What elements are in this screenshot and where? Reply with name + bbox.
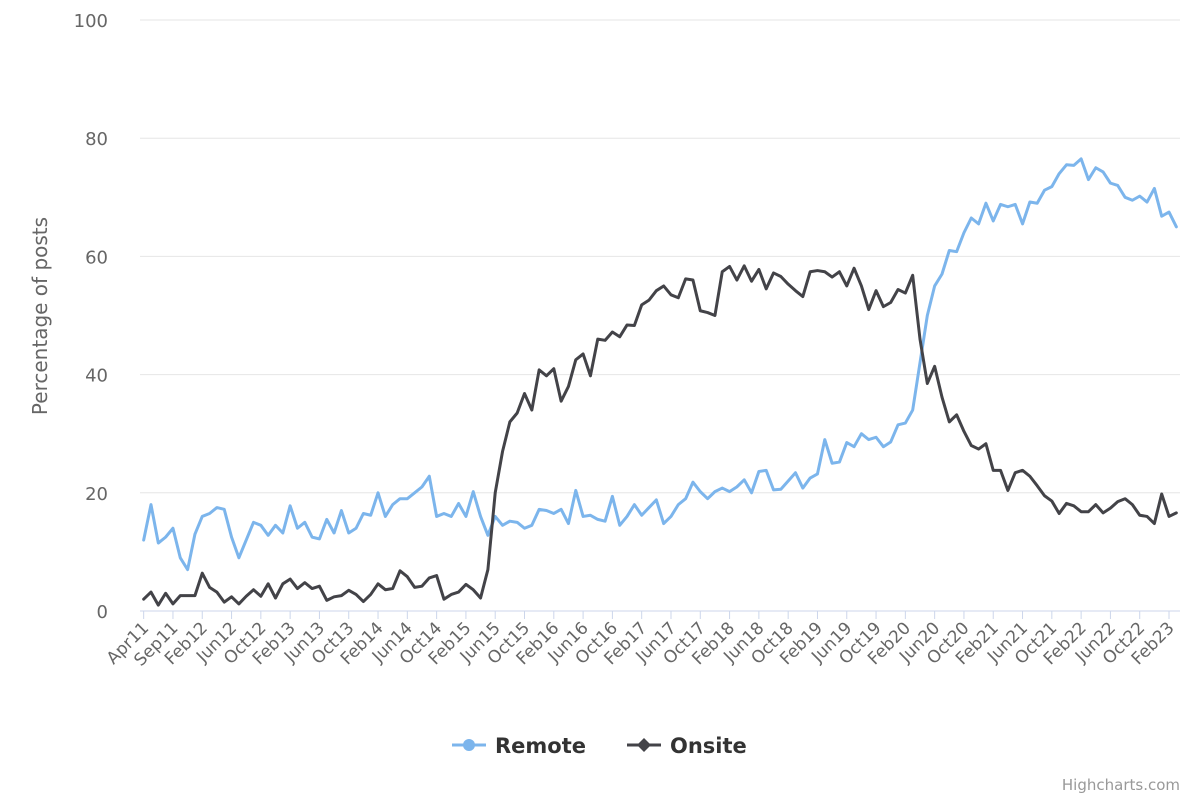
legend[interactable]: Remote Onsite	[452, 734, 747, 758]
legend-item-remote[interactable]: Remote	[452, 734, 586, 758]
y-axis-title: Percentage of posts	[28, 217, 52, 415]
series-line-remote[interactable]	[144, 159, 1177, 570]
credits-link[interactable]: Highcharts.com	[1062, 776, 1180, 794]
y-tick-label: 80	[85, 129, 108, 150]
diamond-marker-icon	[637, 738, 651, 752]
legend-label: Remote	[495, 734, 586, 758]
y-tick-label: 40	[85, 366, 108, 387]
legend-item-onsite[interactable]: Onsite	[627, 734, 747, 758]
circle-marker-icon	[463, 739, 475, 751]
y-tick-label: 100	[74, 11, 108, 32]
legend-label: Onsite	[670, 734, 747, 758]
y-tick-label: 20	[85, 484, 108, 505]
y-tick-label: 60	[85, 247, 108, 268]
series-lines	[144, 159, 1177, 605]
y-tick-label: 0	[97, 602, 108, 623]
series-line-onsite[interactable]	[144, 266, 1177, 605]
axes: 020406080100Apr11Sep11Feb12Jun12Oct12Feb…	[74, 11, 1179, 670]
